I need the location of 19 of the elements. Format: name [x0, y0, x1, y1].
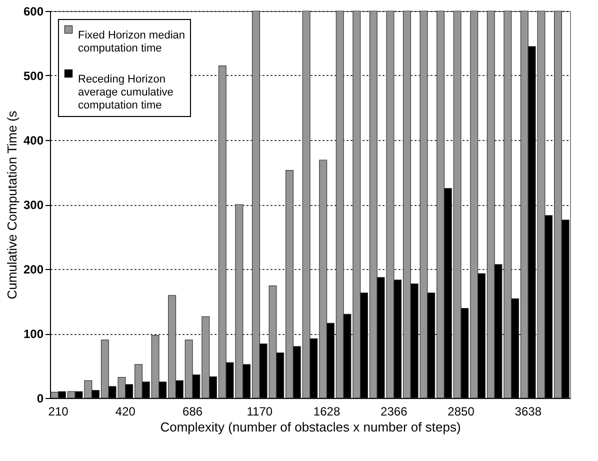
x-tick-label: 210 [48, 404, 69, 418]
legend-label: Fixed Horizon median computation time [78, 30, 185, 54]
x-tick-label: 420 [115, 404, 136, 418]
x-tick-label: 1170 [246, 404, 273, 418]
y-axis-title: Cumulative Computation Time (s [4, 110, 20, 300]
y-tick-label: 400 [23, 134, 44, 148]
y-tick-label: 0 [36, 392, 44, 406]
x-tick-label: 2850 [448, 404, 475, 418]
x-tick-label: 2366 [380, 404, 408, 418]
y-tick-label: 500 [23, 69, 44, 83]
y-tick-label: 600 [23, 4, 44, 18]
x-tick-label: 1628 [313, 404, 340, 418]
x-axis-title: Complexity (number of obstacles x number of steps) [160, 420, 461, 434]
y-tick-label: 100 [23, 327, 44, 341]
x-tick-label: 686 [182, 404, 203, 418]
y-tick-label: 300 [23, 198, 44, 212]
y-tick-label: 200 [23, 262, 44, 276]
legend-label: Receding Horizon average cumulative computation time [78, 74, 174, 112]
x-tick-label: 3638 [514, 404, 542, 418]
